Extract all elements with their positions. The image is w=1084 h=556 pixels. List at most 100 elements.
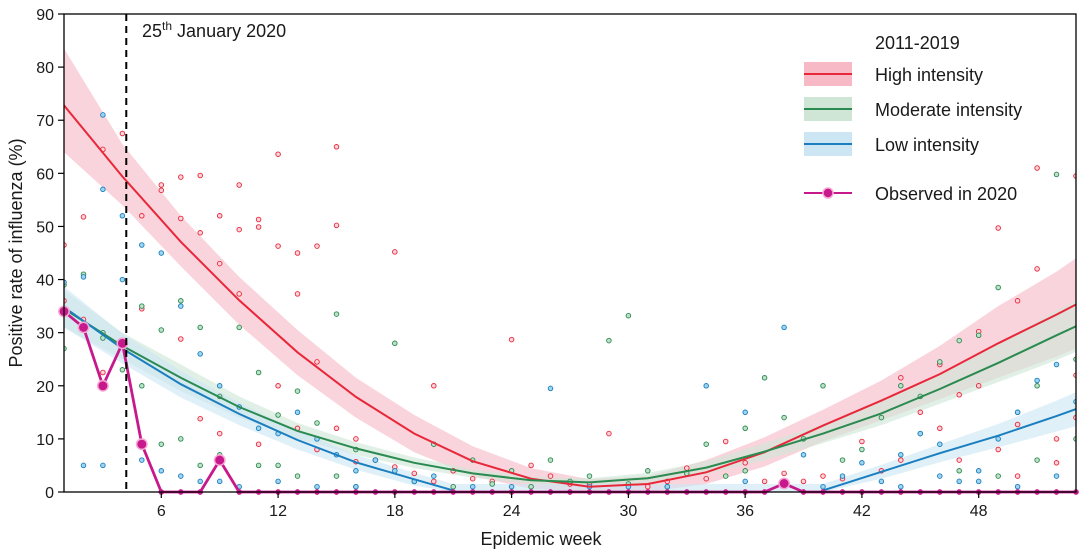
moderate-scatter-point [139, 303, 145, 309]
high-scatter-point [995, 225, 1001, 231]
low-scatter-point [956, 478, 962, 485]
high-scatter-point [1034, 266, 1040, 272]
y-tick-label: 60 [36, 166, 54, 183]
low-scatter-point [1014, 483, 1021, 490]
low-scatter-point [372, 457, 379, 463]
high-scatter-point [158, 182, 165, 188]
moderate-scatter-point [898, 383, 904, 389]
high-scatter-point [80, 214, 87, 220]
moderate-scatter-point [333, 473, 340, 479]
high-scatter-point [178, 336, 184, 342]
moderate-scatter-point [839, 457, 846, 463]
y-tick-label: 90 [36, 7, 54, 24]
low-scatter-point [431, 473, 437, 479]
observed-2020-point [96, 379, 109, 392]
x-tick-label: 12 [269, 503, 287, 520]
low-scatter-point [158, 250, 165, 256]
moderate-scatter-point [139, 383, 145, 389]
high-scatter-point [275, 151, 281, 157]
high-scatter-point [353, 436, 359, 442]
legend: 2011-2019 High intensity Moderate intens… [804, 33, 1022, 204]
legend-observed-marker [822, 187, 834, 199]
moderate-scatter-point [197, 324, 203, 331]
moderate-scatter-point [956, 337, 962, 344]
legend-title: 2011-2019 [875, 33, 960, 53]
high-scatter-point [431, 383, 437, 389]
x-tick-label: 18 [386, 503, 404, 520]
y-tick-label: 0 [45, 485, 54, 502]
y-tick-label: 80 [36, 60, 54, 77]
high-scatter-point [606, 430, 612, 437]
low-scatter-point [937, 473, 943, 479]
high-scatter-point [178, 174, 184, 180]
high-scatter-point [547, 473, 554, 479]
high-scatter-point [119, 130, 126, 137]
low-scatter-point [839, 473, 846, 479]
low-scatter-point [100, 112, 106, 118]
low-scatter-point [314, 483, 320, 490]
low-scatter-point [139, 242, 145, 248]
low-intensity-line-late [822, 408, 1076, 492]
x-tick-label: 42 [853, 503, 871, 520]
x-axis-title: Epidemic week [480, 529, 602, 549]
moderate-scatter-point [236, 324, 242, 331]
low-scatter-point [742, 409, 748, 416]
moderate-scatter-point [178, 436, 184, 442]
high-scatter-point [314, 359, 320, 365]
x-tick-label: 48 [970, 503, 988, 520]
x-tick-label: 6 [157, 503, 166, 520]
low-scatter-point [80, 274, 87, 280]
low-scatter-point [119, 276, 126, 283]
high-scatter-point [1014, 298, 1021, 304]
high-scatter-point [197, 415, 203, 422]
moderate-scatter-point [158, 441, 165, 447]
low-scatter-point [859, 460, 865, 466]
moderate-scatter-point [178, 298, 184, 304]
legend-low-label: Low intensity [875, 135, 979, 155]
high-scatter-point [937, 425, 943, 432]
low-intensity-line-early [64, 306, 454, 492]
moderate-scatter-point [158, 327, 165, 333]
moderate-scatter-point [255, 462, 262, 469]
y-axis-title: Positive rate of influenza (%) [6, 138, 26, 367]
high-scatter-point [742, 460, 748, 466]
low-scatter-point [197, 478, 203, 485]
high-scatter-point [314, 243, 320, 249]
high-scatter-point [1053, 436, 1060, 442]
high-scatter-point [722, 438, 729, 445]
high-scatter-point [800, 478, 807, 485]
low-scatter-point [353, 483, 359, 490]
low-scatter-point [1053, 361, 1060, 368]
low-scatter-point [975, 478, 982, 485]
low-scatter-point [100, 462, 106, 469]
moderate-scatter-point [294, 473, 301, 479]
low-scatter-point [781, 324, 787, 331]
moderate-scatter-point [645, 468, 651, 474]
high-scatter-point [275, 383, 281, 389]
low-scatter-point [1014, 409, 1021, 416]
low-scatter-point [898, 483, 904, 490]
legend-high-label: High intensity [875, 65, 983, 85]
moderate-scatter-point [255, 369, 262, 376]
moderate-scatter-point [1053, 171, 1060, 178]
legend-moderate-label: Moderate intensity [875, 100, 1022, 120]
moderate-scatter-point [781, 414, 787, 421]
x-tick-label: 30 [619, 503, 637, 520]
low-scatter-point [547, 385, 554, 392]
high-scatter-point [975, 383, 982, 389]
high-scatter-point [216, 430, 223, 437]
y-tick-label: 50 [36, 219, 54, 236]
low-scatter-point [353, 468, 359, 474]
low-scatter-point [139, 457, 145, 463]
moderate-scatter-point [528, 483, 534, 490]
low-scatter-point [255, 425, 262, 432]
high-scatter-point [703, 475, 709, 482]
y-tick-label: 40 [36, 273, 54, 290]
high-scatter-point [333, 425, 340, 432]
low-scatter-point [1053, 473, 1060, 479]
y-axis-ticks: 0 10 20 30 40 50 60 70 80 90 [36, 7, 64, 502]
high-scatter-point [139, 213, 145, 219]
high-scatter-point [178, 215, 184, 222]
high-scatter-point [333, 144, 340, 150]
moderate-scatter-point [450, 483, 456, 490]
